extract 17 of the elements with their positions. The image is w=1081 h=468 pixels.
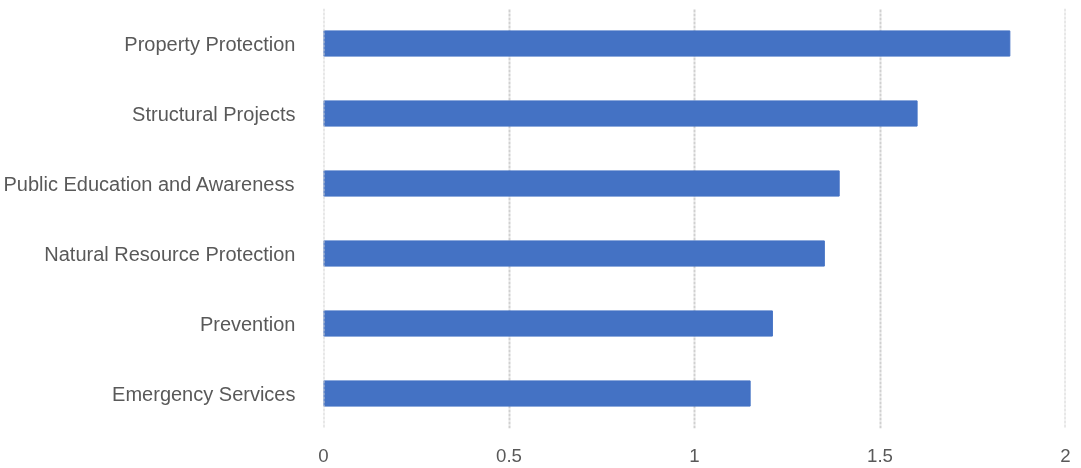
y-tick-label: Public Education and Awareness [3,172,295,195]
x-tick-label: 1.5 [867,444,893,466]
y-tick-label: Natural Resource Protection [44,242,296,265]
y-tick-label: Prevention [199,312,296,335]
y-tick-label: Structural Projects [132,102,296,125]
bar [323,240,825,267]
x-tick-label: 2 [1060,444,1071,466]
bar [323,380,751,407]
x-tick-label: 0 [318,444,329,466]
y-tick-label: Property Protection [124,32,296,55]
x-tick-label: 0.5 [496,444,522,466]
bar [323,170,840,197]
bar [323,100,918,127]
y-tick-label: Emergency Services [112,382,296,405]
bar [323,310,773,337]
x-tick-label: 1 [689,444,700,466]
bar [323,30,1011,57]
